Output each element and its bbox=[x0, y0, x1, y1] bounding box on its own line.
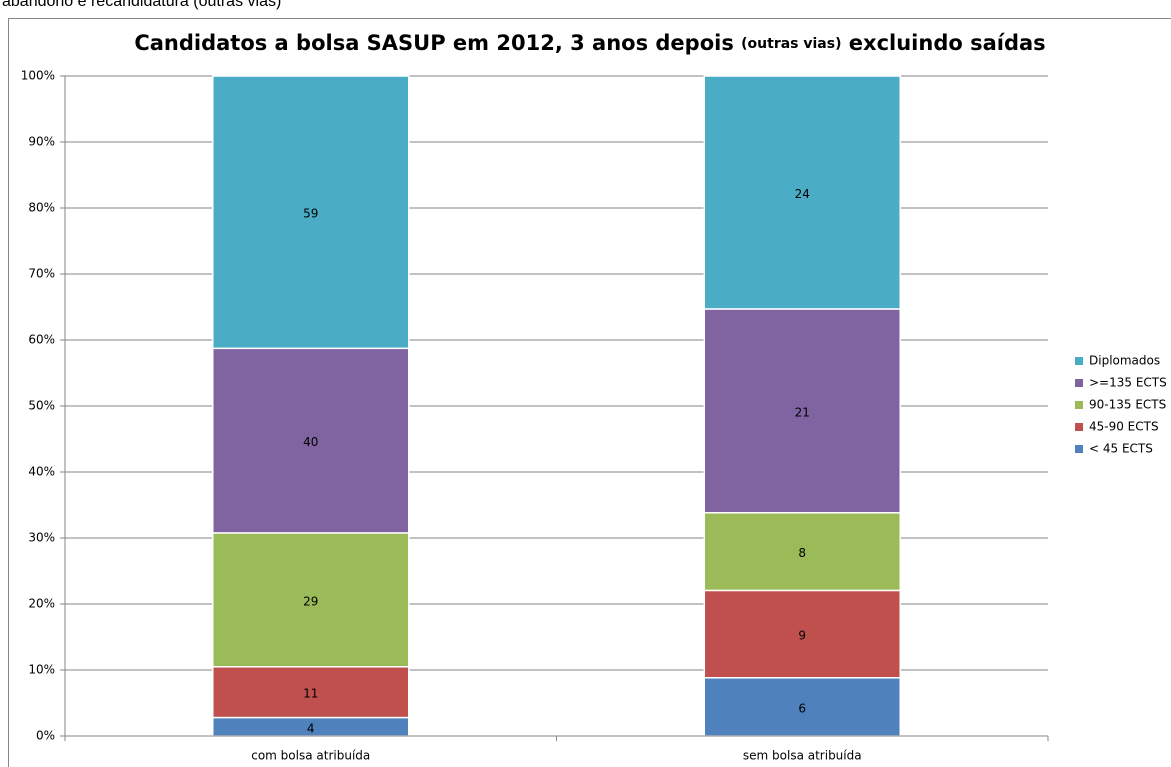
header-text: abandono e recandidatura (outras vias) bbox=[2, 0, 281, 10]
data-label: 29 bbox=[303, 594, 318, 608]
bar-segment bbox=[212, 666, 410, 719]
y-tick-label: 0% bbox=[36, 729, 55, 743]
bar-segment bbox=[212, 347, 410, 534]
legend-label: 90-135 ECTS bbox=[1089, 398, 1166, 412]
legend-label: Diplomados bbox=[1089, 354, 1160, 368]
legend-swatch bbox=[1075, 445, 1083, 453]
data-label: 11 bbox=[303, 687, 318, 701]
y-tick-label: 90% bbox=[28, 135, 55, 149]
y-tick-label: 60% bbox=[28, 333, 55, 347]
y-tick-label: 70% bbox=[28, 267, 55, 281]
x-tick-label: sem bolsa atribuída bbox=[743, 749, 862, 763]
legend-swatch bbox=[1075, 357, 1083, 365]
data-label: 21 bbox=[795, 405, 810, 419]
bar-segment bbox=[703, 589, 901, 679]
y-tick-label: 20% bbox=[28, 597, 55, 611]
y-tick-label: 30% bbox=[28, 531, 55, 545]
data-label: 9 bbox=[798, 629, 806, 643]
legend-label: < 45 ECTS bbox=[1089, 442, 1153, 456]
y-tick-label: 80% bbox=[28, 201, 55, 215]
bar-segment bbox=[703, 75, 901, 310]
data-label: 40 bbox=[303, 435, 318, 449]
y-tick-label: 100% bbox=[21, 69, 55, 83]
legend-label: >=135 ECTS bbox=[1089, 376, 1167, 390]
data-label: 24 bbox=[795, 187, 810, 201]
y-tick-label: 10% bbox=[28, 663, 55, 677]
data-label: 4 bbox=[307, 721, 315, 735]
legend-swatch bbox=[1075, 379, 1083, 387]
y-tick-label: 50% bbox=[28, 399, 55, 413]
legend-swatch bbox=[1075, 401, 1083, 409]
data-label: 59 bbox=[303, 207, 318, 221]
y-tick-label: 40% bbox=[28, 465, 55, 479]
bar-segment bbox=[212, 75, 410, 350]
data-label: 8 bbox=[798, 546, 806, 560]
chart-frame bbox=[8, 18, 1171, 767]
bar-segment bbox=[703, 308, 901, 514]
legend-label: 45-90 ECTS bbox=[1089, 420, 1159, 434]
bar-segment bbox=[212, 532, 410, 668]
bar-segment bbox=[703, 512, 901, 592]
chart-title: Candidatos a bolsa SASUP em 2012, 3 anos… bbox=[134, 31, 1045, 55]
data-label: 6 bbox=[798, 701, 806, 715]
x-tick-label: com bolsa atribuída bbox=[251, 749, 370, 763]
legend-swatch bbox=[1075, 423, 1083, 431]
